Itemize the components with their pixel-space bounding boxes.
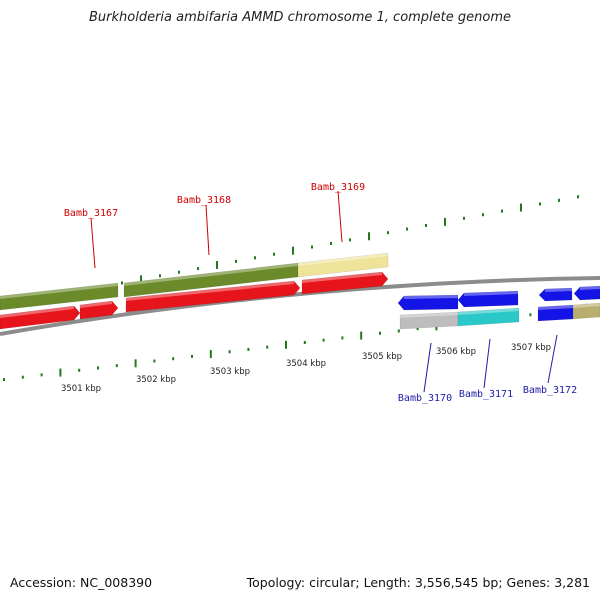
gene-bar-bamb-3167-shine [0,283,118,299]
scale-label: 3507 kbp [511,343,551,353]
leader-line [483,338,491,389]
gene-bar-bamb-3169-shine [298,253,388,266]
gene-features [0,252,600,330]
cds-bamb-3170-shine [404,295,458,299]
leader-line [90,217,96,269]
gene-bar-bamb-3168-shine [124,263,298,286]
gene-bar-bamb-3169 [297,252,389,278]
cds-bamb-3172b-shine [580,286,600,290]
gene-label: Bamb_3167 [64,208,118,219]
scale-label: 3503 kbp [210,367,250,377]
leader-line [205,204,210,256]
leader-line [547,334,558,384]
gene-label: Bamb_3172 [523,385,577,396]
cds-bamb-3172a [538,287,573,302]
accession-text: Accession: NC_008390 [10,575,153,590]
gene-bar-bamb-3167 [0,282,119,311]
gene-labels: Bamb_3167 Bamb_3168 Bamb_3169 Bamb_3170 Bamb… [64,182,577,404]
cds-bamb-3169 [301,271,389,295]
cds-bamb-3172b [573,285,600,301]
scale-label: 3502 kbp [136,375,176,385]
gene-label: Bamb_3170 [398,393,452,404]
scale-label: 3505 kbp [362,352,402,362]
gene-bar-bamb-3172a-shine [538,305,573,310]
cds-bamb-3169-shine [302,272,382,283]
gene-bar-bamb-3172b [572,302,600,320]
scale-label: 3504 kbp [286,359,326,369]
map-title: Burkholderia ambifaria AMMD chromosome 1… [88,10,512,25]
cds-bamb-3171 [457,290,519,308]
cds-bamb-3171-shine [464,291,518,296]
leader-line [337,190,343,243]
gene-label: Bamb_3168 [177,195,231,206]
gene-label: Bamb_3171 [459,389,513,400]
cds-bamb-3167b [79,300,119,320]
label-leader-lines [90,190,558,393]
scale-labels: 3501 kbp 3502 kbp 3503 kbp 3504 kbp 3505 kbp… [61,343,551,394]
leader-line [423,342,432,393]
cds-bamb-3170 [397,294,459,311]
gene-bar-bamb-3172b-shine [573,303,600,308]
cds-bamb-3172a-shine [545,288,572,292]
genome-backbone [0,276,600,336]
cds-bamb-3167b-shine [80,301,112,308]
gene-label: Bamb_3169 [311,182,365,193]
cds-bamb-3167a [0,305,81,330]
gene-bar-bamb-3171-shine [458,308,519,315]
gene-bar-bamb-3171 [457,307,520,327]
scale-label: 3506 kbp [436,347,476,357]
genome-summary-text: Topology: circular; Length: 3,556,545 bp… [246,575,590,590]
cds-bamb-3168 [125,280,301,313]
gene-bar-bamb-3170-shine [400,312,458,318]
cds-bamb-3168-shine [126,281,294,301]
scale-label: 3501 kbp [61,384,101,394]
cds-bamb-3167a-shine [0,306,74,318]
